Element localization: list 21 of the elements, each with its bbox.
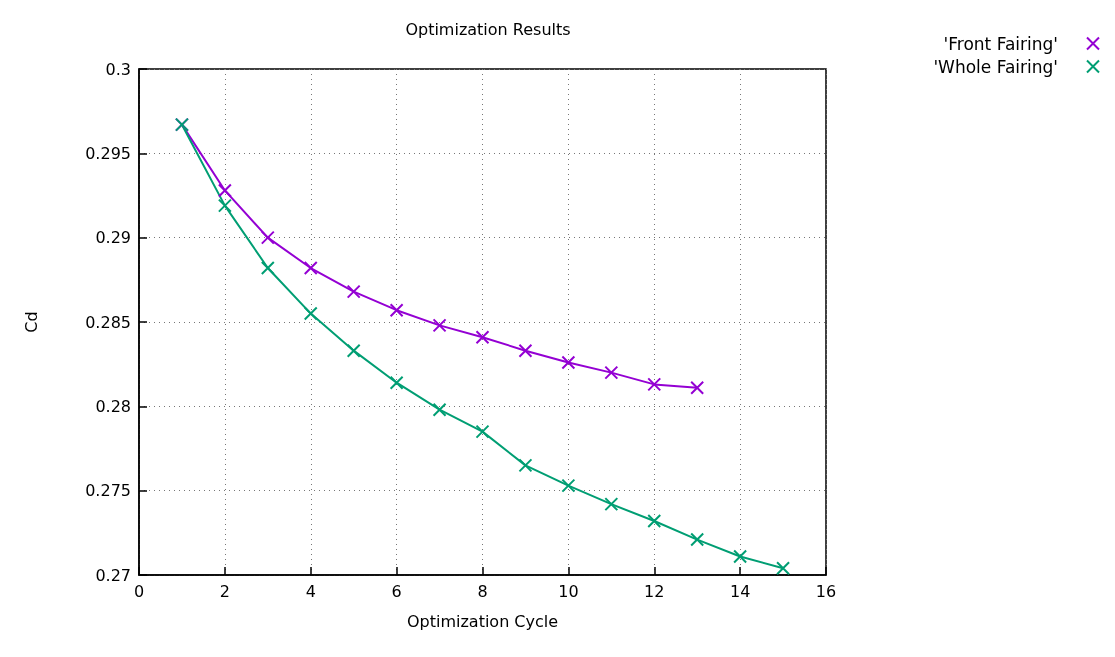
x-tick-label: 2 <box>219 581 230 601</box>
x-tick-label: 6 <box>391 581 402 601</box>
y-tick-label: 0.285 <box>85 312 131 332</box>
y-tick-label: 0.28 <box>95 396 131 416</box>
x-tick-label: 12 <box>644 581 665 601</box>
x-tick-label: 4 <box>305 581 316 601</box>
x-tick-label: 8 <box>477 581 488 601</box>
chart-title: Optimization Results <box>405 19 571 39</box>
x-axis-title: Optimization Cycle <box>406 611 559 631</box>
legend-label: 'Front Fairing' <box>943 33 1058 54</box>
y-axis-title: Cd <box>21 311 41 333</box>
y-tick-label: 0.27 <box>95 565 131 585</box>
y-tick-label: 0.29 <box>95 228 131 248</box>
y-tick-label: 0.275 <box>85 481 131 501</box>
y-tick-label: 0.295 <box>85 143 131 163</box>
x-tick-label: 10 <box>558 581 579 601</box>
legend-label: 'Whole Fairing' <box>933 56 1058 77</box>
x-tick-label: 16 <box>815 581 837 601</box>
y-tick-label: 0.3 <box>105 59 131 79</box>
x-tick-label: 14 <box>729 581 751 601</box>
x-tick-label: 0 <box>133 581 145 601</box>
